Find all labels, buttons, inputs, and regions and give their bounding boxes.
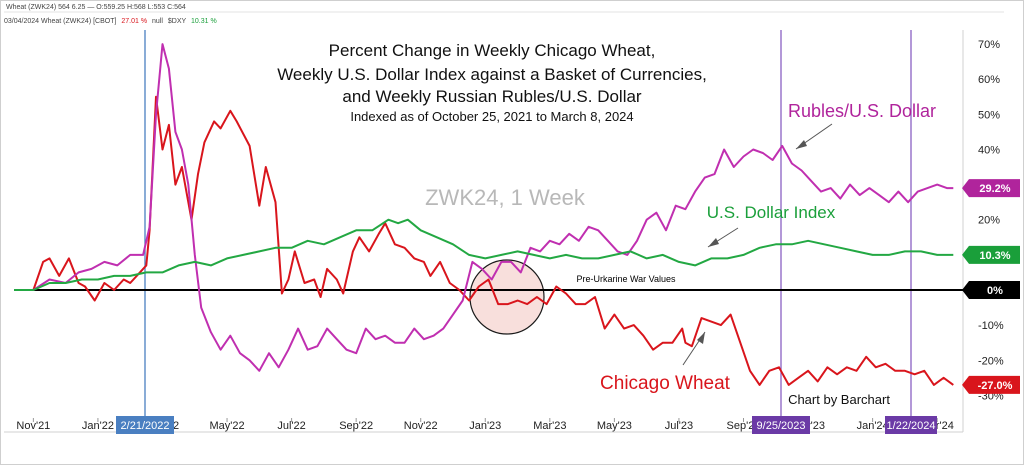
x-tick-label: Nov'22 [404, 420, 438, 432]
title-line-3: and Weekly Russian Rubles/U.S. Dollar [342, 87, 642, 106]
value-badge-label: 0% [987, 285, 1003, 297]
x-tick-label: Jan'24 [857, 420, 889, 432]
x-tick-label: Mar'23 [533, 420, 566, 432]
rubles-annotation: Rubles/U.S. Dollar [788, 101, 936, 121]
prewar-label: Pre-Urkarine War Values [576, 274, 676, 284]
legend-line: 03/04/2024 Wheat (ZWK24) [CBOT] 27.01 % … [4, 18, 217, 25]
value-badge [962, 245, 1020, 264]
x-tick-label: Nov'21 [16, 420, 50, 432]
date-box-2 [752, 416, 810, 434]
date-box-1 [116, 416, 174, 434]
legend-dxy-value: 10.31 % [191, 18, 217, 25]
highlight-circle [469, 259, 545, 335]
title-line-2: Weekly U.S. Dollar Index against a Baske… [277, 65, 707, 84]
y-tick-label: -10% [978, 320, 1004, 332]
dxy-arrowhead [708, 238, 719, 247]
symbol-line: Wheat (ZWK24) 564 6.25 — O:559.25 H:568 … [6, 4, 186, 11]
y-tick-label: 40% [978, 144, 1000, 156]
value-badge [962, 281, 1020, 299]
x-tick-label: May'23 [597, 420, 632, 432]
legend-prefix: 03/04/2024 Wheat (ZWK24) [CBOT] [4, 18, 116, 25]
value-badge-label: 10.3% [979, 250, 1010, 262]
y-tick-label: 60% [978, 74, 1000, 86]
value-badge-label: 29.2% [979, 183, 1010, 195]
x-tick-label: Jan'23 [469, 420, 501, 432]
rubles-arrowhead [796, 140, 807, 149]
watermark: ZWK24, 1 Week [425, 185, 586, 210]
series-layer [14, 43, 954, 386]
y-tick-label: 70% [978, 39, 1000, 51]
rubles-series-line [14, 43, 954, 372]
x-tick-label: Sep'22 [339, 420, 373, 432]
title-block: Percent Change in Weekly Chicago Wheat, … [277, 41, 707, 124]
value-badge [962, 179, 1020, 198]
wheat-annotation: Chicago Wheat [600, 373, 731, 394]
dxy-series-line [14, 218, 954, 291]
date-label-2: 9/25/2023 [757, 420, 806, 432]
wheat-arrowhead [697, 332, 705, 344]
legend-null: null [152, 18, 163, 25]
date-box-3 [885, 416, 937, 434]
subtitle: Indexed as of October 25, 2021 to March … [350, 109, 633, 124]
x-tick-label: Jul'22 [277, 420, 305, 432]
x-tick-label: Jan'22 [82, 420, 114, 432]
x-tick-label: Sep'23 [727, 420, 761, 432]
title-line-1: Percent Change in Weekly Chicago Wheat, [329, 41, 656, 60]
dxy-annotation: U.S. Dollar Index [707, 203, 836, 222]
credit-text: Chart by Barchart [788, 392, 890, 407]
wheat-series-line [14, 95, 954, 386]
date-marker-boxes: 2/21/2022 9/25/2023 1/22/2024 [116, 416, 937, 434]
legend-wheat-value: 27.01 % [121, 18, 147, 25]
value-badge [962, 375, 1020, 394]
legend-dxy-name: $DXY [168, 18, 187, 25]
value-badges: 29.2% 10.3% 0% -27.0% [962, 179, 1020, 394]
x-tick-label: Jul'23 [665, 420, 693, 432]
value-badge-label: -27.0% [978, 380, 1013, 392]
date-label-1: 2/21/2022 [121, 420, 170, 432]
y-axis: 70%60%50%40%30%20%10%0%-10%-20%-30% [978, 39, 1004, 402]
x-tick-label: May'22 [209, 420, 244, 432]
date-label-3: 1/22/2024 [887, 420, 936, 432]
y-tick-label: -20% [978, 355, 1004, 367]
y-tick-label: 20% [978, 215, 1000, 227]
y-tick-label: 50% [978, 109, 1000, 121]
